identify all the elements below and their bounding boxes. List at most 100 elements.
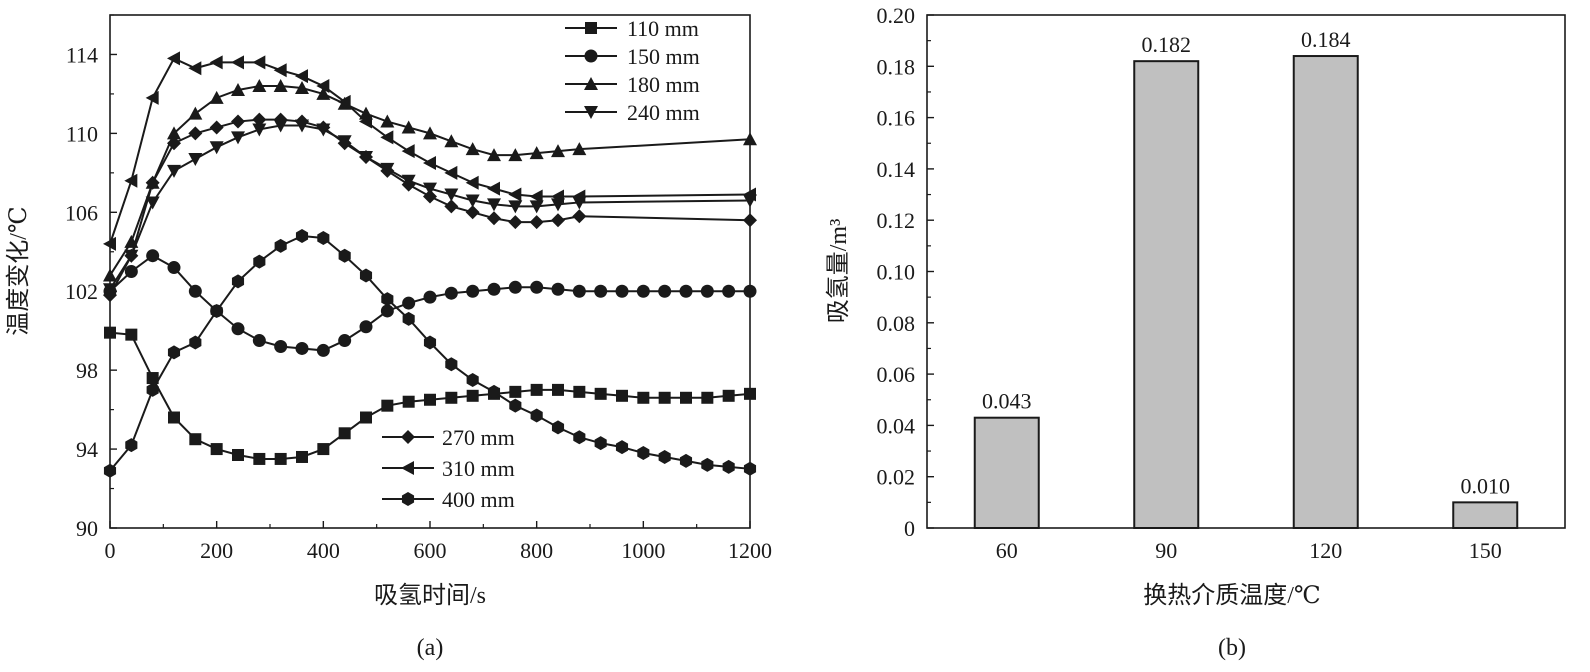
panel-a-y-tick-label: 102: [65, 279, 98, 304]
data-point-150-mm: [231, 322, 245, 336]
legend-marker-270-mm: [401, 430, 415, 444]
data-point-240-mm: [188, 153, 203, 167]
data-point-310-mm: [508, 187, 522, 202]
panel-b-x-tick-label: 90: [1155, 538, 1177, 563]
data-point-240-mm: [529, 200, 544, 214]
data-point-400-mm: [189, 335, 202, 350]
panel-a-y-tick-label: 110: [66, 121, 98, 146]
data-point-110-mm: [722, 389, 735, 402]
data-point-180-mm: [401, 120, 416, 134]
data-point-310-mm: [359, 114, 372, 129]
panel-b-x-tick-label: 60: [996, 538, 1018, 563]
data-point-180-mm: [231, 82, 245, 96]
panel-a-y-axis-title: 温度变化/℃: [5, 206, 32, 336]
series-180-mm: [103, 79, 757, 282]
bar-150: [1452, 501, 1519, 530]
data-point-310-mm: [444, 165, 458, 180]
data-point-310-mm: [423, 155, 436, 170]
data-point-150-mm: [167, 261, 181, 275]
data-point-110-mm: [146, 372, 159, 385]
panel-a-y-tick-label: 98: [76, 358, 98, 383]
data-point-400-mm: [253, 254, 266, 269]
data-point-180-mm: [572, 142, 587, 156]
data-point-240-mm: [487, 198, 501, 212]
data-point-240-mm: [167, 164, 181, 178]
data-point-180-mm: [529, 146, 544, 160]
data-point-310-mm: [743, 187, 756, 202]
data-point-270-mm: [252, 112, 267, 127]
data-point-310-mm: [273, 63, 287, 78]
panel-a-legend-bottom-center: 270 mm 310 mm 400 mm: [382, 425, 515, 512]
data-point-110-mm: [168, 411, 180, 424]
data-point-310-mm: [145, 90, 159, 105]
data-point-400-mm: [381, 292, 394, 307]
legend-entry-150-mm: 150 mm: [565, 44, 700, 69]
data-point-150-mm: [572, 284, 586, 298]
data-point-400-mm: [125, 438, 138, 453]
series-line-270-mm: [109, 118, 751, 296]
series-line-240-mm: [109, 124, 751, 290]
data-point-150-mm: [530, 280, 544, 294]
panel-b-y-tick-label: 0.14: [877, 157, 916, 182]
data-point-270-mm: [337, 136, 352, 151]
data-point-110-mm: [125, 328, 138, 341]
data-point-180-mm: [743, 132, 757, 146]
data-point-150-mm: [743, 284, 757, 298]
panel-b-y-tick-label: 0.18: [877, 54, 916, 79]
data-point-150-mm: [402, 296, 416, 310]
data-point-400-mm: [551, 420, 565, 435]
data-point-110-mm: [424, 393, 436, 406]
data-point-180-mm: [209, 90, 224, 104]
data-point-310-mm: [188, 61, 202, 76]
panel-a-x-tick-label: 1200: [728, 538, 772, 563]
data-point-240-mm: [252, 123, 267, 137]
data-point-400-mm: [295, 228, 309, 243]
data-point-110-mm: [253, 452, 266, 465]
panel-a-label: (a): [417, 635, 444, 661]
data-point-270-mm: [508, 215, 523, 230]
data-point-110-mm: [232, 448, 244, 461]
data-point-270-mm: [124, 248, 139, 263]
legend-marker-400-mm: [401, 492, 415, 506]
legend-label-150-mm: 150 mm: [627, 44, 700, 69]
data-point-240-mm: [145, 196, 160, 210]
legend-entry-180-mm: 180 mm: [565, 72, 700, 97]
data-point-270-mm: [231, 114, 245, 129]
legend-label-240-mm: 240 mm: [627, 100, 700, 125]
data-point-180-mm: [188, 106, 203, 120]
data-point-270-mm: [423, 189, 437, 204]
data-point-110-mm: [658, 391, 671, 404]
legend-entry-270-mm: 270 mm: [382, 425, 515, 450]
data-point-180-mm: [103, 268, 117, 282]
panel-a-y-tick-label: 90: [76, 516, 98, 541]
data-point-400-mm: [743, 461, 757, 476]
data-point-240-mm: [465, 194, 480, 208]
data-point-150-mm: [508, 280, 522, 294]
data-point-270-mm: [465, 205, 480, 220]
data-point-400-mm: [615, 440, 629, 455]
legend-label-400-mm: 400 mm: [442, 487, 515, 512]
data-point-110-mm: [680, 391, 692, 404]
data-point-310-mm: [103, 236, 116, 251]
legend-label-110-mm: 110 mm: [627, 16, 699, 41]
data-point-110-mm: [274, 452, 287, 465]
data-point-150-mm: [274, 339, 288, 353]
data-point-180-mm: [316, 86, 331, 100]
bar-120: [1292, 55, 1359, 529]
data-point-240-mm: [209, 141, 224, 155]
panel-b-x-tick-label: 150: [1469, 538, 1502, 563]
data-point-150-mm: [679, 284, 693, 298]
data-point-270-mm: [103, 288, 117, 303]
data-point-400-mm: [274, 238, 287, 253]
data-point-150-mm: [359, 320, 373, 334]
data-point-150-mm: [658, 284, 672, 298]
data-point-400-mm: [487, 384, 501, 399]
panel-b-bar-chart: 0 0.02 0.04 0.06 0.08 0.10 0.12 0.14 0.16 0.18 0.2…: [825, 3, 1566, 661]
data-point-270-mm: [359, 150, 373, 165]
data-point-310-mm: [252, 55, 266, 70]
data-point-310-mm: [209, 55, 223, 70]
data-point-270-mm: [209, 120, 224, 135]
data-point-180-mm: [167, 126, 181, 140]
data-point-150-mm: [551, 282, 565, 296]
data-point-270-mm: [380, 163, 395, 178]
